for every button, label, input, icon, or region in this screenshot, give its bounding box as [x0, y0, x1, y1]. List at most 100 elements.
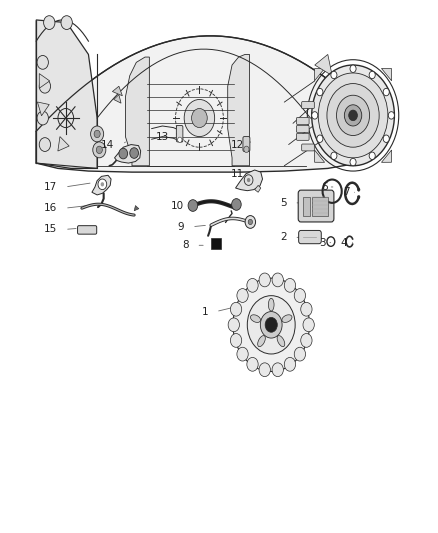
Circle shape	[228, 318, 240, 332]
Circle shape	[272, 273, 283, 287]
Polygon shape	[381, 150, 392, 163]
Circle shape	[327, 84, 379, 147]
Circle shape	[369, 71, 375, 79]
Circle shape	[284, 278, 296, 292]
Circle shape	[184, 100, 215, 136]
Ellipse shape	[277, 336, 285, 346]
Polygon shape	[125, 57, 149, 166]
Text: 7: 7	[343, 187, 350, 197]
Ellipse shape	[282, 315, 292, 322]
Circle shape	[39, 138, 50, 151]
Text: 4: 4	[341, 238, 347, 248]
FancyBboxPatch shape	[297, 117, 309, 124]
Text: 15: 15	[44, 224, 57, 235]
FancyBboxPatch shape	[298, 190, 334, 222]
Circle shape	[383, 135, 389, 142]
Circle shape	[119, 148, 127, 159]
FancyBboxPatch shape	[299, 230, 321, 244]
Text: 14: 14	[101, 140, 115, 150]
Circle shape	[93, 142, 106, 158]
Circle shape	[265, 317, 277, 332]
Polygon shape	[37, 102, 49, 116]
Polygon shape	[314, 68, 325, 81]
Circle shape	[260, 312, 282, 338]
Polygon shape	[134, 206, 139, 211]
Polygon shape	[228, 54, 250, 166]
Circle shape	[245, 216, 255, 228]
Circle shape	[272, 363, 283, 377]
Circle shape	[369, 152, 375, 159]
FancyBboxPatch shape	[243, 136, 250, 151]
Polygon shape	[115, 144, 141, 163]
Circle shape	[247, 278, 258, 292]
Circle shape	[37, 55, 48, 69]
Polygon shape	[323, 76, 339, 97]
Circle shape	[336, 95, 370, 135]
Circle shape	[247, 358, 258, 371]
FancyBboxPatch shape	[302, 102, 314, 109]
Polygon shape	[58, 136, 69, 151]
Bar	[303, 197, 311, 216]
Circle shape	[94, 130, 100, 138]
Polygon shape	[315, 54, 332, 76]
Ellipse shape	[251, 315, 261, 322]
Circle shape	[237, 289, 248, 302]
Circle shape	[101, 182, 104, 187]
Circle shape	[294, 289, 306, 302]
Circle shape	[188, 200, 198, 212]
Circle shape	[259, 363, 270, 377]
Circle shape	[318, 73, 388, 158]
Circle shape	[232, 199, 241, 211]
FancyBboxPatch shape	[302, 144, 314, 151]
Circle shape	[178, 137, 182, 142]
Circle shape	[247, 178, 251, 182]
FancyBboxPatch shape	[78, 225, 97, 234]
Text: 2: 2	[280, 232, 286, 243]
Circle shape	[248, 219, 253, 224]
Circle shape	[130, 148, 138, 158]
Circle shape	[312, 65, 394, 166]
Circle shape	[61, 15, 72, 29]
Polygon shape	[113, 86, 122, 96]
Polygon shape	[36, 20, 97, 168]
Text: 11: 11	[231, 169, 244, 179]
Ellipse shape	[258, 336, 265, 346]
Polygon shape	[92, 175, 111, 195]
Circle shape	[301, 302, 312, 316]
Polygon shape	[114, 95, 121, 103]
Text: 10: 10	[171, 200, 184, 211]
Text: 3: 3	[319, 238, 325, 248]
Circle shape	[44, 15, 55, 29]
Bar	[211, 238, 221, 249]
Circle shape	[98, 179, 107, 190]
Circle shape	[237, 347, 248, 361]
Circle shape	[294, 347, 306, 361]
Circle shape	[317, 135, 323, 142]
Circle shape	[350, 65, 356, 72]
Circle shape	[383, 88, 389, 96]
FancyBboxPatch shape	[297, 125, 309, 132]
Polygon shape	[236, 170, 262, 191]
Circle shape	[301, 334, 312, 348]
Text: 12: 12	[231, 140, 244, 150]
Circle shape	[357, 196, 360, 199]
Circle shape	[191, 109, 207, 127]
Circle shape	[244, 146, 249, 152]
Circle shape	[303, 318, 314, 332]
Circle shape	[349, 110, 357, 120]
Circle shape	[233, 278, 310, 372]
Circle shape	[317, 88, 323, 96]
Circle shape	[39, 79, 50, 93]
FancyBboxPatch shape	[177, 125, 183, 142]
Polygon shape	[39, 74, 49, 88]
Polygon shape	[381, 68, 392, 81]
Polygon shape	[314, 150, 325, 163]
Text: 5: 5	[280, 198, 286, 208]
Circle shape	[91, 126, 104, 142]
Circle shape	[230, 302, 242, 316]
Circle shape	[357, 188, 360, 191]
Circle shape	[312, 112, 318, 119]
Circle shape	[96, 146, 102, 154]
Text: 1: 1	[201, 306, 208, 317]
Circle shape	[350, 158, 356, 166]
